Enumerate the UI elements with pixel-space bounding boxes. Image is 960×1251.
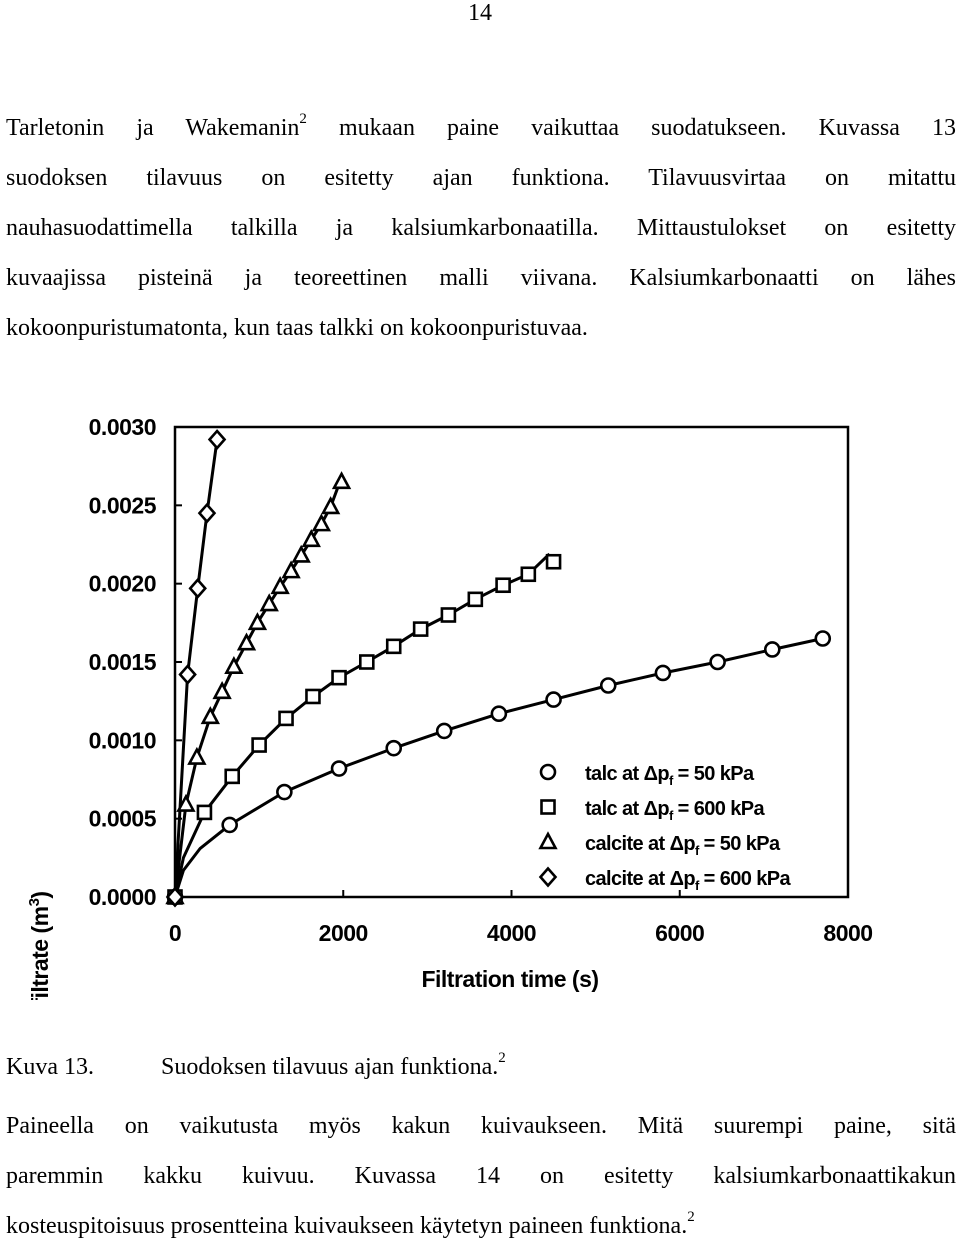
data-point-circle xyxy=(763,641,781,658)
data-point-square xyxy=(412,621,429,637)
data-point-circle xyxy=(221,816,238,834)
x-tick-label: 4000 xyxy=(487,920,536,946)
paragraph-2-line: paremmin kakku kuivuu. Kuvassa 14 on esi… xyxy=(6,1163,956,1189)
y-tick-label: 0.0030 xyxy=(89,414,156,440)
data-point-circle xyxy=(814,630,832,647)
legend-entry: talc at Δpf = 50 kPa xyxy=(585,763,755,788)
y-tick-label: 0.0000 xyxy=(89,884,156,910)
x-tick-label: 6000 xyxy=(655,920,704,946)
y-tick-label: 0.0015 xyxy=(89,649,157,675)
legend-entry: calcite at Δpf = 50 kPa xyxy=(585,833,781,858)
legend-entry: calcite at Δpf = 600 kPa xyxy=(585,868,791,893)
y-tick-label: 0.0010 xyxy=(89,727,156,753)
paragraph-1-line: kuvaajissa pisteinä ja teoreettinen mall… xyxy=(6,265,956,291)
data-point-circle xyxy=(385,739,403,757)
data-point-triangle xyxy=(259,593,279,612)
legend-marker-circle xyxy=(539,763,557,781)
data-point-square xyxy=(331,669,347,686)
data-point-square xyxy=(196,804,213,821)
citation-superscript: 2 xyxy=(687,1209,695,1225)
legend-marker-triangle xyxy=(538,831,558,850)
data-point-triangle xyxy=(176,793,196,812)
data-point-square xyxy=(495,577,511,594)
data-point-diamond xyxy=(197,502,217,524)
data-point-circle xyxy=(545,691,562,708)
paragraph-2: Paineella on vaikutusta myös kakun kuiva… xyxy=(6,1101,956,1251)
data-point-triangle xyxy=(281,560,301,579)
chart-legend: talc at Δpf = 50 kPa talc at Δpf = 600 kP… xyxy=(538,763,792,893)
page-number: 14 xyxy=(468,0,492,26)
data-point-square xyxy=(359,654,375,670)
data-point-triangle xyxy=(270,576,290,595)
data-point-circle xyxy=(435,722,453,740)
data-point-triangle xyxy=(236,632,257,651)
data-point-square xyxy=(224,768,241,785)
data-point-square xyxy=(278,710,294,727)
y-tick-label: 0.0005 xyxy=(89,806,157,832)
paragraph-1-line: kokoonpuristumatonta, kun taas talkki on… xyxy=(6,315,588,341)
data-point-circle xyxy=(599,677,617,694)
data-point-diamond xyxy=(165,886,185,908)
data-point-square xyxy=(305,688,321,705)
x-tick-label: 8000 xyxy=(823,920,872,946)
data-point-triangle xyxy=(291,544,311,563)
data-point-triangle xyxy=(311,513,332,532)
data-point-triangle xyxy=(301,529,321,548)
x-tick-label: 2000 xyxy=(319,920,368,946)
data-point-square xyxy=(440,607,457,623)
y-axis-label: Cumulative volume of filtrate (m3) xyxy=(26,891,53,1000)
paragraph-1-line: Tarletonin ja Wakemanin2 mukaan paine va… xyxy=(6,111,956,142)
figure-caption: Kuva 13. Suodoksen tilavuus ajan funktion… xyxy=(6,1042,506,1092)
data-point-square xyxy=(385,638,402,655)
chart-axes xyxy=(173,425,850,899)
data-point-circle xyxy=(709,653,726,671)
data-point-triangle xyxy=(200,706,221,725)
paragraph-1-line: nauhasuodattimella talkilla ja kalsiumka… xyxy=(6,215,956,241)
data-point-diamond xyxy=(178,664,197,685)
paragraph-1: Tarletonin ja Wakemanin2 mukaan paine va… xyxy=(6,103,956,353)
data-point-diamond xyxy=(207,429,227,450)
model-curve-triangle xyxy=(173,481,342,898)
data-point-triangle xyxy=(247,612,268,631)
caption-text: Suodoksen tilavuus ajan funktiona. xyxy=(161,1054,499,1080)
citation-superscript: 2 xyxy=(299,111,307,127)
model-curve-square xyxy=(173,552,551,898)
data-point-triangle xyxy=(331,471,352,490)
data-point-triangle xyxy=(224,655,244,675)
data-point-triangle xyxy=(212,681,232,700)
chart-markers xyxy=(165,429,832,908)
citation-superscript: 2 xyxy=(498,1050,506,1066)
data-point-square xyxy=(467,591,484,608)
data-point-triangle xyxy=(320,496,341,515)
data-point-square xyxy=(520,566,537,583)
paragraph-2-line: kosteuspitoisuus prosentteina kuivauksee… xyxy=(6,1209,695,1240)
chart-tick-labels: 0.0000 0.0005 0.0010 0.0015 0.0020 0.0025 0.00… xyxy=(89,414,873,946)
data-point-square xyxy=(545,553,562,570)
paragraph-1-line: suodoksen tilavuus on esitetty ajan funk… xyxy=(6,165,956,191)
data-point-circle xyxy=(654,664,672,682)
legend-marker-diamond xyxy=(538,866,558,888)
data-point-triangle xyxy=(187,746,207,765)
data-point-circle xyxy=(276,783,293,801)
data-point-diamond xyxy=(188,577,207,599)
y-tick-label: 0.0025 xyxy=(89,492,157,518)
paragraph-2-line: Paineella on vaikutusta myös kakun kuiva… xyxy=(6,1113,956,1139)
data-point-square xyxy=(251,737,267,753)
x-axis-label: Filtration time (s) xyxy=(421,966,598,992)
legend-entry: talc at Δpf = 600 kPa xyxy=(585,798,765,823)
filtration-chart: 0.0000 0.0005 0.0010 0.0015 0.0020 0.0025 0.00… xyxy=(26,414,873,1000)
data-point-circle xyxy=(490,705,508,723)
legend-marker-square xyxy=(540,799,556,815)
x-tick-label: 0 xyxy=(169,920,181,946)
caption-label: Kuva 13. xyxy=(6,1054,94,1080)
y-tick-label: 0.0020 xyxy=(89,571,156,597)
chart-curves xyxy=(173,439,824,898)
data-point-circle xyxy=(330,760,348,777)
plot-frame xyxy=(173,425,850,899)
